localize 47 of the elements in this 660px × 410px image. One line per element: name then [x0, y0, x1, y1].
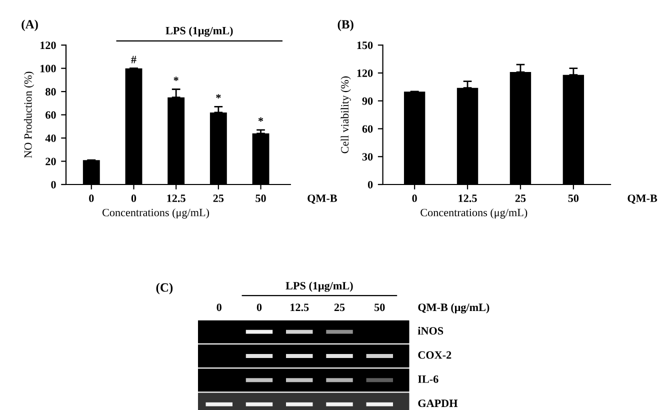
annotation: *	[174, 76, 178, 81]
x-tick-label: 12.5	[167, 194, 186, 202]
annotation: #	[131, 56, 136, 64]
text: 0	[216, 304, 222, 312]
x-tick-label: 0	[131, 194, 136, 202]
y-tick-label: 0	[368, 180, 373, 188]
text: iNOS	[418, 326, 444, 335]
y-tick-label: 0	[51, 180, 56, 188]
text: 25	[334, 304, 345, 312]
y-tick-label: 120	[40, 42, 56, 50]
y-tick-label: 60	[46, 111, 56, 119]
y-axis-title: Cell viability (%)	[340, 76, 351, 154]
x-tick-label: 50	[256, 194, 266, 202]
text: QM-B	[628, 194, 658, 204]
chart-title: (A)	[22, 20, 38, 32]
x-axis-title: Concentrations (μg/mL)	[420, 208, 528, 219]
text: GAPDH	[418, 400, 458, 408]
x-tick-label: 50	[568, 194, 579, 202]
y-tick-label: 80	[46, 88, 56, 96]
y-tick-label: 20	[46, 158, 56, 166]
text: LPS (1μg/mL)	[286, 282, 353, 292]
x-tick-label: 12.5	[458, 194, 477, 202]
y-tick-label: 40	[45, 134, 56, 142]
y-tick-label: 60	[362, 125, 373, 133]
annotation: *	[216, 94, 221, 98]
y-tick-label: 90	[362, 97, 373, 105]
annotation: *	[258, 117, 264, 122]
x-axis-title: Concentrations (μg/mL)	[102, 208, 210, 219]
x-tick-label: 0	[89, 194, 94, 202]
text: 12.5	[290, 304, 309, 312]
x-tick-label: 25	[213, 194, 224, 202]
y-axis-title: NO Production (%)	[24, 72, 34, 158]
y-tick-label: 30	[362, 153, 373, 161]
text: 0	[256, 304, 262, 312]
x-tick-label: 0	[412, 194, 417, 202]
text: QM-B (μg/mL)	[418, 303, 490, 314]
text: COX-2	[418, 351, 452, 359]
y-tick-label: 100	[40, 64, 56, 72]
y-tick-label: 120	[357, 69, 373, 77]
chart-title: (B)	[338, 20, 354, 32]
text: QM-B	[308, 194, 337, 204]
text: LPS (1μg/mL)	[166, 26, 233, 37]
x-tick-label: 25	[515, 194, 526, 202]
text: (C)	[156, 282, 173, 294]
text: IL-6	[418, 375, 438, 383]
y-tick-label: 150	[357, 42, 373, 50]
text: 50	[374, 304, 385, 312]
